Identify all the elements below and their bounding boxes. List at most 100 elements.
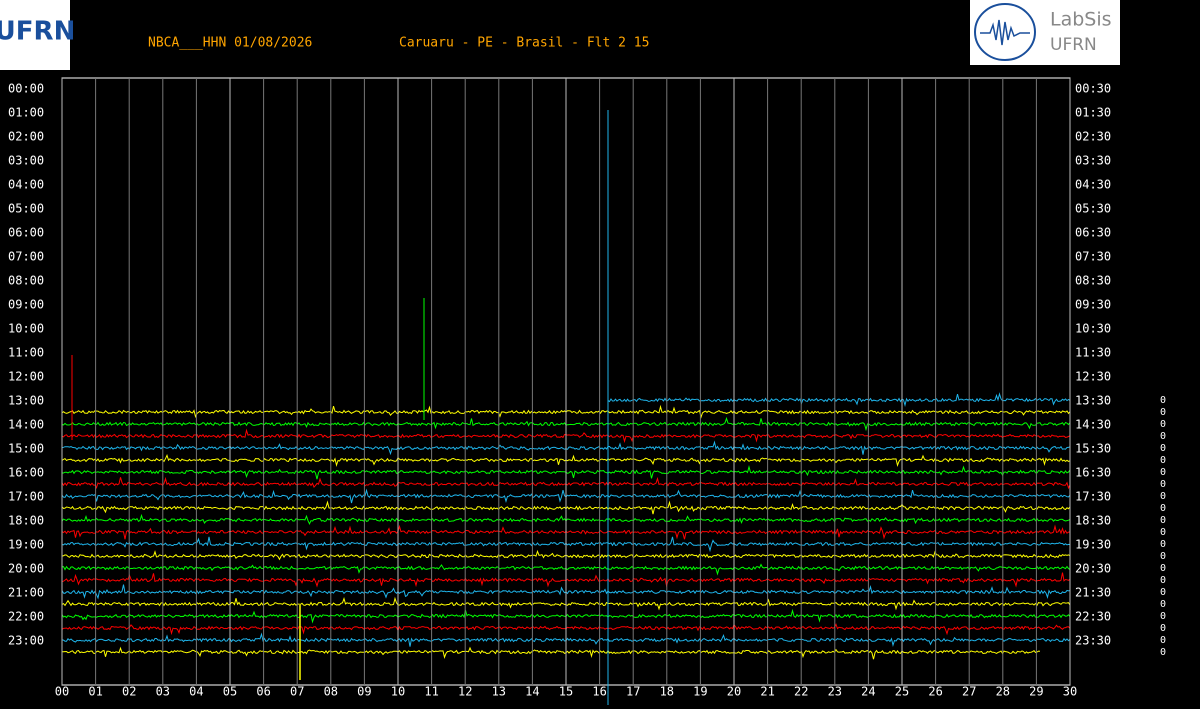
row-label: 07:30 [1075, 250, 1111, 264]
chart-subtitle: Caruaru - PE - Brasil - Flt 2 15 [399, 36, 649, 51]
row-label: 07:00 [8, 250, 44, 264]
x-tick-label: 10 [391, 685, 405, 699]
row-label: 04:00 [8, 178, 44, 192]
scale-mark: 0 [1160, 479, 1166, 490]
x-tick-label: 22 [794, 685, 808, 699]
scale-mark: 0 [1160, 623, 1166, 634]
x-tick-label: 04 [189, 685, 203, 699]
row-label: 14:00 [8, 418, 44, 432]
row-label: 12:00 [8, 370, 44, 384]
scale-mark: 0 [1160, 551, 1166, 562]
x-tick-label: 08 [324, 685, 338, 699]
row-label: 00:00 [8, 82, 44, 96]
row-label: 06:00 [8, 226, 44, 240]
x-tick-label: 23 [828, 685, 842, 699]
row-label: 21:00 [8, 586, 44, 600]
row-label: 19:00 [8, 538, 44, 552]
row-label: 21:30 [1075, 586, 1111, 600]
scale-mark: 0 [1160, 635, 1166, 646]
logo-text: UFRN [1050, 35, 1097, 55]
scale-mark: 0 [1160, 575, 1166, 586]
ufrn-logo: UFRN [0, 0, 75, 70]
row-label: 13:00 [8, 394, 44, 408]
row-label: 19:30 [1075, 538, 1111, 552]
row-label: 20:00 [8, 562, 44, 576]
x-tick-label: 00 [55, 685, 69, 699]
row-label: 22:00 [8, 610, 44, 624]
row-label: 22:30 [1075, 610, 1111, 624]
scale-mark: 0 [1160, 467, 1166, 478]
row-label: 13:30 [1075, 394, 1111, 408]
logo-wave [980, 19, 1030, 46]
x-tick-label: 07 [290, 685, 304, 699]
scale-mark: 0 [1160, 491, 1166, 502]
x-tick-label: 14 [525, 685, 539, 699]
scale-mark: 0 [1160, 431, 1166, 442]
x-tick-label: 27 [962, 685, 976, 699]
row-label: 05:00 [8, 202, 44, 216]
row-label: 02:00 [8, 130, 44, 144]
row-label: 03:00 [8, 154, 44, 168]
row-label: 11:30 [1075, 346, 1111, 360]
row-label: 08:30 [1075, 274, 1111, 288]
x-tick-label: 01 [88, 685, 102, 699]
row-label: 08:00 [8, 274, 44, 288]
scale-mark: 0 [1160, 563, 1166, 574]
row-label: 04:30 [1075, 178, 1111, 192]
logo-text: UFRN [0, 17, 75, 47]
labsis-logo: LabSis UFRN [970, 0, 1120, 65]
x-tick-label: 13 [492, 685, 506, 699]
row-label: 15:00 [8, 442, 44, 456]
scale-mark: 0 [1160, 539, 1166, 550]
row-label: 10:00 [8, 322, 44, 336]
row-label: 14:30 [1075, 418, 1111, 432]
row-label: 15:30 [1075, 442, 1111, 456]
row-label: 09:00 [8, 298, 44, 312]
row-label: 10:30 [1075, 322, 1111, 336]
scale-mark: 0 [1160, 455, 1166, 466]
x-tick-label: 28 [996, 685, 1010, 699]
scale-mark: 0 [1160, 647, 1166, 658]
x-tick-label: 06 [256, 685, 270, 699]
x-tick-label: 20 [727, 685, 741, 699]
x-tick-label: 09 [357, 685, 371, 699]
row-label: 16:30 [1075, 466, 1111, 480]
row-label: 23:00 [8, 634, 44, 648]
row-label: 03:30 [1075, 154, 1111, 168]
scale-mark: 0 [1160, 515, 1166, 526]
x-tick-label: 02 [122, 685, 136, 699]
logo-ring [974, 3, 1036, 61]
scale-mark: 0 [1160, 611, 1166, 622]
row-label: 01:00 [8, 106, 44, 120]
x-tick-label: 26 [928, 685, 942, 699]
scale-mark: 0 [1160, 419, 1166, 430]
row-label: 06:30 [1075, 226, 1111, 240]
logo-text: LabSis [1050, 9, 1112, 31]
row-label: 12:30 [1075, 370, 1111, 384]
scale-mark: 0 [1160, 527, 1166, 538]
x-tick-label: 29 [1029, 685, 1043, 699]
row-label: 02:30 [1075, 130, 1111, 144]
x-tick-label: 18 [660, 685, 674, 699]
x-tick-label: 15 [559, 685, 573, 699]
scale-mark: 0 [1160, 503, 1166, 514]
row-label: 23:30 [1075, 634, 1111, 648]
x-tick-label: 03 [156, 685, 170, 699]
scale-mark: 0 [1160, 407, 1166, 418]
row-label: 05:30 [1075, 202, 1111, 216]
seismic-trace [62, 646, 1041, 660]
x-tick-label: 19 [693, 685, 707, 699]
x-tick-label: 21 [760, 685, 774, 699]
x-tick-label: 16 [592, 685, 606, 699]
scale-mark: 0 [1160, 395, 1166, 406]
row-label: 17:00 [8, 490, 44, 504]
x-tick-label: 24 [861, 685, 875, 699]
scale-mark: 0 [1160, 599, 1166, 610]
x-tick-label: 17 [626, 685, 640, 699]
logo-box [0, 0, 70, 70]
row-label: 18:30 [1075, 514, 1111, 528]
seismic-trace [607, 392, 1071, 408]
row-label: 09:30 [1075, 298, 1111, 312]
row-label: 01:30 [1075, 106, 1111, 120]
